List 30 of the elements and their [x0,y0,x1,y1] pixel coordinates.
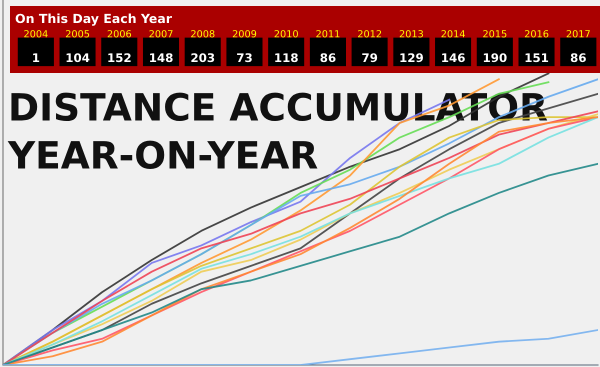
data-label: 203 [191,53,214,62]
x-tick-label: 2012 [358,30,382,38]
x-tick-label: 2005 [66,30,90,38]
x-tick-label: 2007 [149,30,173,38]
chart-title: On This Day Each Year [16,14,172,26]
x-tick-label: 2010 [274,30,298,38]
x-tick-label: 2009 [232,30,256,38]
x-tick-label: 2011 [316,30,340,38]
data-label: 1 [33,53,40,62]
data-label: 152 [108,53,131,62]
x-tick-label: 2004 [24,30,48,38]
data-label: 190 [484,53,507,62]
x-tick-label: 2008 [191,30,214,38]
data-label: 151 [526,53,548,62]
data-label: 148 [150,53,173,62]
data-label: 73 [237,53,252,62]
data-label: 146 [442,53,465,62]
data-label: 86 [570,53,586,62]
text: YEAR-ON-YEAR [8,140,318,170]
data-label: 118 [275,53,298,62]
data-label: 86 [320,53,336,62]
x-tick-label: 2015 [483,30,506,38]
x-tick-label: 2013 [400,30,423,38]
x-tick-label: 2017 [566,30,590,38]
x-tick-label: 2016 [524,30,548,38]
x-tick-label: 2014 [441,30,465,38]
x-tick-label: 2006 [108,30,132,38]
data-label: 79 [362,53,378,62]
data-label: 129 [400,53,423,62]
data-label: 104 [66,53,90,62]
